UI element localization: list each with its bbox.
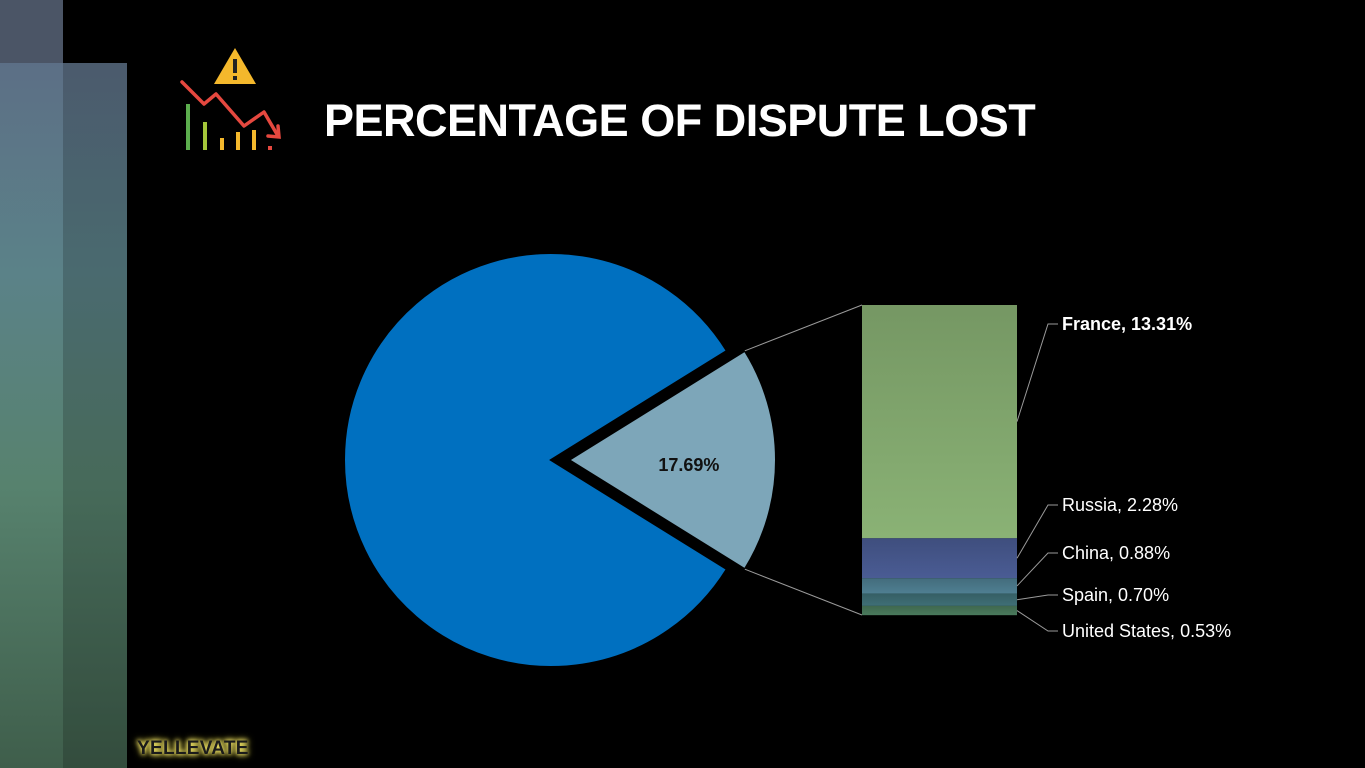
segment-leader-line	[1016, 323, 1058, 422]
segment-label: United States, 0.53%	[1062, 621, 1231, 641]
bar-segment-spain	[862, 593, 1017, 606]
segment-label: Russia, 2.28%	[1062, 495, 1178, 515]
bar-segment-china	[862, 578, 1017, 594]
brand-logo: YELLEVATE	[137, 738, 249, 759]
pie-slice-label: 17.69%	[658, 455, 719, 475]
segment-label: Spain, 0.70%	[1062, 585, 1169, 605]
bar-segment-united-states	[862, 605, 1017, 616]
decorative-panel-front	[0, 63, 127, 768]
segment-label: China, 0.88%	[1062, 543, 1170, 563]
segment-label: France, 13.31%	[1062, 314, 1192, 334]
connector-line-top	[744, 304, 863, 352]
segment-leader-line	[1016, 594, 1058, 601]
decorative-panel-top	[0, 0, 63, 63]
bar-segment-france	[862, 305, 1017, 539]
connector-line-bottom	[744, 568, 863, 616]
segment-leader-line	[1016, 552, 1058, 587]
bar-segment-russia	[862, 538, 1017, 579]
pie-slice-0	[343, 252, 729, 668]
page-title: PERCENTAGE OF DISPUTE LOST	[324, 95, 1036, 146]
declining-chart-warning-icon	[180, 48, 281, 150]
segment-leader-line	[1016, 610, 1058, 632]
segment-leader-line	[1016, 504, 1058, 559]
pie-slice-1	[567, 349, 777, 571]
